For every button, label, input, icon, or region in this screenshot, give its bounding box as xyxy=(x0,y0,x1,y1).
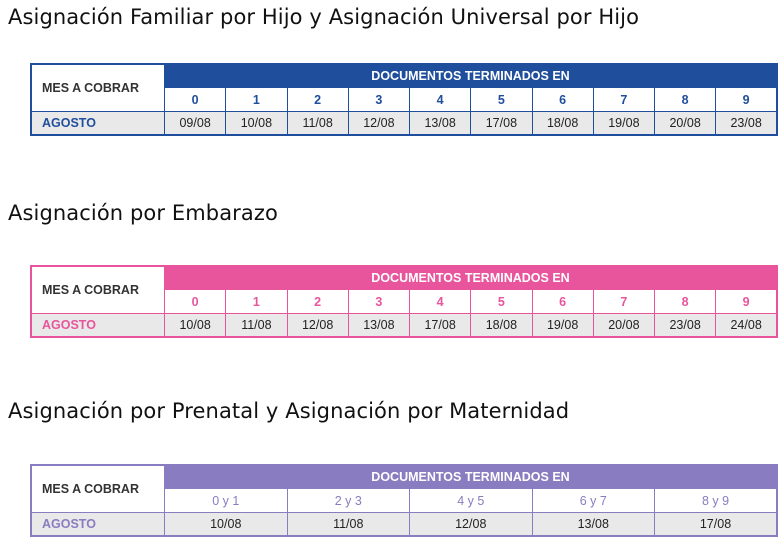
digit-cell: 1 xyxy=(225,289,288,314)
section-title-auh: Asignación Familiar por Hijo y Asignació… xyxy=(8,5,640,29)
digit-cell: 2 xyxy=(286,289,349,314)
month-label: AGOSTO xyxy=(30,111,165,136)
date-cell: 12/08 xyxy=(409,512,533,537)
date-cell: 11/08 xyxy=(286,512,410,537)
date-cell: 19/08 xyxy=(592,111,656,136)
date-cell: 17/08 xyxy=(470,111,533,136)
digit-cell: 8 xyxy=(653,87,717,112)
documentos-header: DOCUMENTOS TERMINADOS EN xyxy=(164,63,778,88)
date-cell: 19/08 xyxy=(531,313,594,338)
digit-cell: 7 xyxy=(592,289,656,314)
digit-cell: 0 y 1 xyxy=(164,488,288,513)
month-label: AGOSTO xyxy=(30,313,165,338)
date-cell: 13/08 xyxy=(408,111,472,136)
date-cell: 10/08 xyxy=(163,313,227,338)
date-cell: 17/08 xyxy=(654,512,778,537)
documentos-header: DOCUMENTOS TERMINADOS EN xyxy=(164,464,778,489)
date-cell: 12/08 xyxy=(347,111,411,136)
date-cell: 11/08 xyxy=(225,313,288,338)
schedule-table-auh: MES A COBRAR DOCUMENTOS TERMINADOS EN 0 … xyxy=(30,63,778,136)
digit-cell: 9 xyxy=(715,289,778,314)
digit-cell: 4 xyxy=(408,87,472,112)
mes-a-cobrar-label: MES A COBRAR xyxy=(30,464,165,513)
month-label: AGOSTO xyxy=(30,512,165,537)
digit-cell: 3 xyxy=(347,289,411,314)
digit-cell: 7 xyxy=(592,87,656,112)
digit-cell: 8 xyxy=(653,289,717,314)
digit-cell: 2 y 3 xyxy=(286,488,410,513)
mes-a-cobrar-label: MES A COBRAR xyxy=(30,265,165,314)
digit-cell: 3 xyxy=(347,87,411,112)
digit-cell: 1 xyxy=(225,87,288,112)
digit-cell: 6 y 7 xyxy=(531,488,655,513)
date-cell: 13/08 xyxy=(347,313,411,338)
date-cell: 24/08 xyxy=(715,313,778,338)
date-cell: 09/08 xyxy=(163,111,227,136)
date-cell: 20/08 xyxy=(653,111,717,136)
schedule-table-embarazo: MES A COBRAR DOCUMENTOS TERMINADOS EN 0 … xyxy=(30,265,778,338)
documentos-header: DOCUMENTOS TERMINADOS EN xyxy=(164,265,778,290)
digit-cell: 5 xyxy=(470,289,533,314)
mes-a-cobrar-label: MES A COBRAR xyxy=(30,63,165,112)
digit-cell: 2 xyxy=(286,87,349,112)
section-title-embarazo: Asignación por Embarazo xyxy=(8,201,278,225)
date-cell: 20/08 xyxy=(592,313,656,338)
date-cell: 13/08 xyxy=(531,512,655,537)
date-cell: 23/08 xyxy=(653,313,717,338)
digit-cell: 4 xyxy=(408,289,472,314)
digit-cell: 0 xyxy=(163,289,227,314)
digit-cell: 4 y 5 xyxy=(409,488,533,513)
date-cell: 10/08 xyxy=(225,111,288,136)
digit-cell: 5 xyxy=(470,87,533,112)
date-cell: 18/08 xyxy=(470,313,533,338)
section-title-prenatal: Asignación por Prenatal y Asignación por… xyxy=(8,399,570,423)
date-cell: 11/08 xyxy=(286,111,349,136)
date-cell: 10/08 xyxy=(164,512,288,537)
digit-cell: 6 xyxy=(531,87,594,112)
digit-cell: 8 y 9 xyxy=(654,488,778,513)
digit-cell: 9 xyxy=(715,87,778,112)
date-cell: 18/08 xyxy=(531,111,594,136)
digit-cell: 0 xyxy=(163,87,227,112)
digit-cell: 6 xyxy=(531,289,594,314)
date-cell: 12/08 xyxy=(286,313,349,338)
date-cell: 17/08 xyxy=(408,313,472,338)
date-cell: 23/08 xyxy=(715,111,778,136)
schedule-table-prenatal: MES A COBRAR DOCUMENTOS TERMINADOS EN 0 … xyxy=(30,464,778,537)
